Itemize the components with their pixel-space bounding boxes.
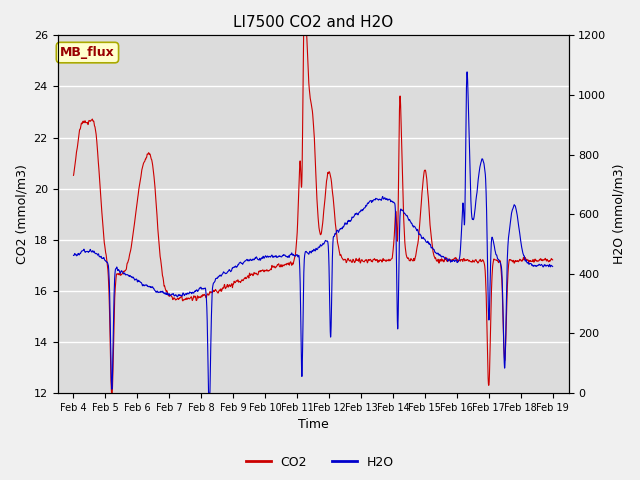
Text: MB_flux: MB_flux: [60, 46, 115, 59]
Legend: CO2, H2O: CO2, H2O: [241, 451, 399, 474]
Y-axis label: H2O (mmol/m3): H2O (mmol/m3): [612, 164, 625, 264]
Title: LI7500 CO2 and H2O: LI7500 CO2 and H2O: [233, 15, 393, 30]
X-axis label: Time: Time: [298, 419, 328, 432]
Y-axis label: CO2 (mmol/m3): CO2 (mmol/m3): [15, 164, 28, 264]
